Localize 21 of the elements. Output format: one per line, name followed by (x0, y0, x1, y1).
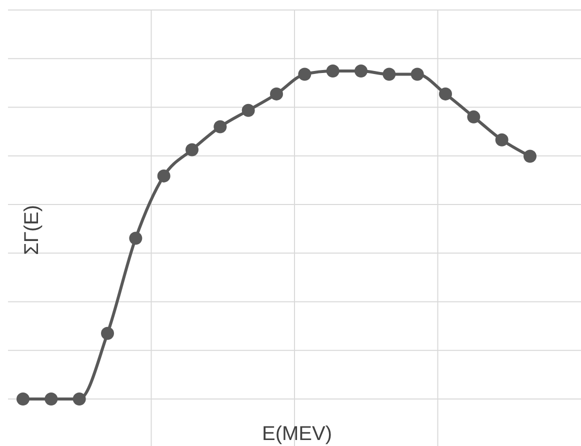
point (439, 87, 452, 100)
point (186, 143, 198, 156)
point (467, 110, 480, 124)
point (101, 326, 114, 340)
point (72, 392, 86, 406)
y-axis-title: ΣΓ(E) (21, 204, 43, 256)
point (157, 169, 170, 182)
point (214, 120, 227, 134)
point (129, 232, 142, 245)
point (242, 104, 255, 117)
x-axis-title: E(MEV) (262, 423, 332, 445)
point (354, 64, 368, 78)
point (382, 68, 396, 81)
point (326, 64, 340, 78)
point (410, 68, 424, 81)
point (16, 392, 30, 406)
point (270, 87, 283, 100)
point (44, 392, 58, 406)
point (298, 68, 312, 81)
point (524, 150, 536, 163)
point (495, 133, 508, 146)
